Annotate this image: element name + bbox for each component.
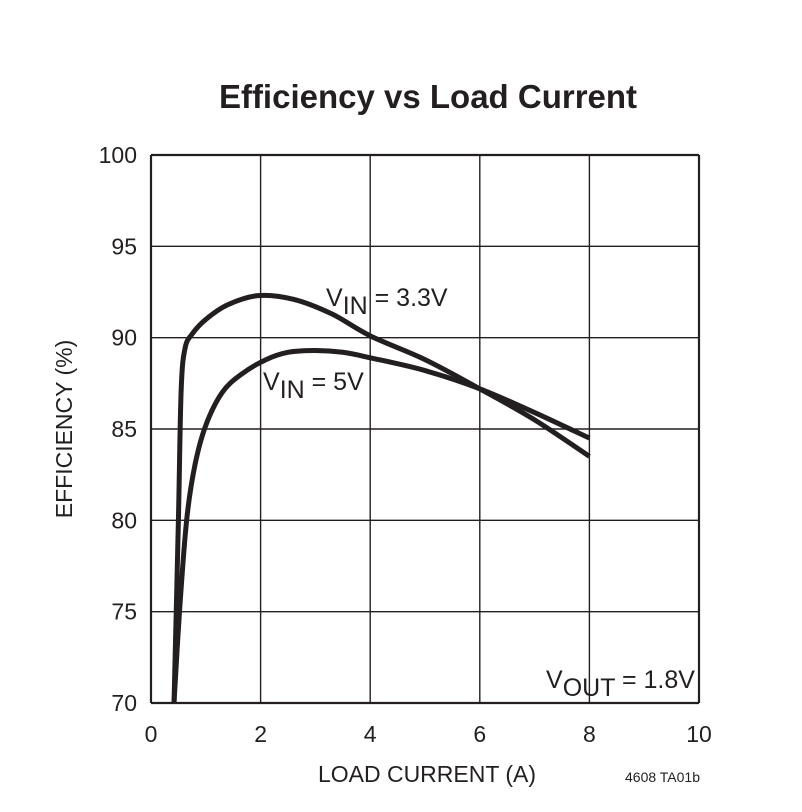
label-rest: = 5V [305,368,364,396]
tick-labels: 0 2 4 6 8 10 70 75 80 85 90 95 100 [99,142,712,747]
figure-code: 4608 TA01b [625,769,700,785]
chart-title: Efficiency vs Load Current [219,78,637,115]
y-tick-label: 75 [111,599,137,625]
curve-vin-5v [171,347,591,704]
label-sub: IN [343,292,368,320]
x-axis-label: LOAD CURRENT (A) [318,761,536,787]
x-tick-label: 6 [473,721,486,747]
curve-vin-3v3 [171,292,591,704]
x-tick-label: 10 [686,721,712,747]
y-tick-label: 90 [111,325,137,351]
x-tick-label: 2 [254,721,267,747]
label-sub: IN [280,376,305,404]
curves [171,292,591,704]
series-label-vin-3v3: VIN = 3.3V [326,284,448,320]
y-tick-label: 70 [111,690,137,716]
y-tick-label: 100 [99,142,137,168]
y-tick-label: 95 [111,233,137,259]
y-tick-label: 85 [111,416,137,442]
x-tick-label: 8 [583,721,596,747]
x-tick-label: 0 [145,721,158,747]
label-sub: OUT [563,674,616,702]
vout-annotation: VOUT = 1.8V [546,666,695,702]
grid [149,153,701,705]
series-label-vin-5v: VIN = 5V [263,368,364,404]
label-rest: = 1.8V [615,666,695,694]
y-axis-label: EFFICIENCY (%) [51,340,77,518]
label-rest: = 3.3V [368,284,448,312]
label-main: V [546,666,563,694]
y-tick-label: 80 [111,507,137,533]
label-main: V [326,284,343,312]
x-tick-label: 4 [364,721,377,747]
label-main: V [263,368,280,396]
